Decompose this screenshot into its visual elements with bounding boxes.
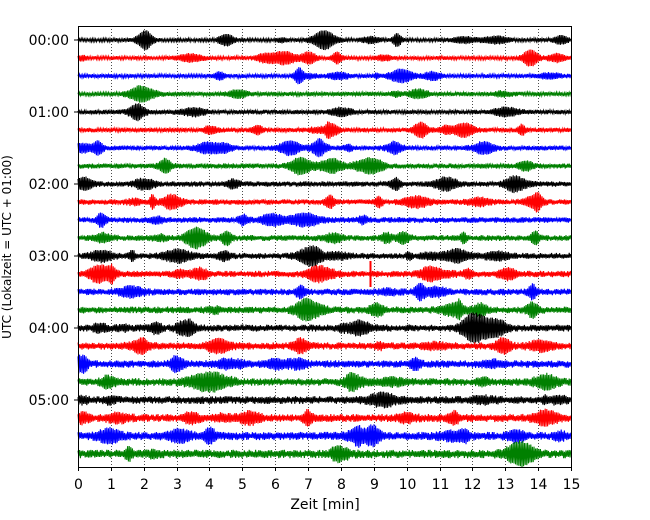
- seismogram-trace: [77, 282, 572, 302]
- x-tick-label: 15: [563, 477, 581, 493]
- x-tick-label: 6: [271, 477, 280, 493]
- x-tick-label: 5: [238, 477, 247, 493]
- seismogram-trace: [77, 424, 572, 448]
- seismogram-trace: [77, 440, 572, 468]
- y-axis-ticks: 00:00 01:00 02:00 03:00 04:00 05:00: [29, 33, 78, 409]
- seismogram-trace: [77, 67, 572, 85]
- seismogram-trace: [77, 175, 572, 194]
- seismogram-trace: [77, 245, 572, 267]
- seismogram-trace: [77, 297, 572, 322]
- x-tick-label: 13: [497, 477, 515, 493]
- x-tick-label: 3: [173, 477, 182, 493]
- seismogram-trace: [77, 85, 572, 103]
- seismogram-trace: [77, 312, 572, 344]
- x-tick-label: 10: [399, 477, 417, 493]
- y-tick-label: 00:00: [29, 33, 69, 49]
- x-tick-label: 1: [107, 477, 116, 493]
- seismogram-trace: [77, 49, 572, 67]
- x-tick-label: 11: [432, 477, 450, 493]
- x-tick-label: 2: [140, 477, 149, 493]
- seismogram-trace: [77, 337, 572, 356]
- seismogram-traces: [77, 30, 572, 468]
- seismogram-trace: [77, 192, 572, 213]
- seismogram-trace: [77, 371, 572, 393]
- seismogram-trace: [77, 103, 572, 122]
- x-tick-label: 7: [304, 477, 313, 493]
- y-tick-label: 03:00: [29, 249, 69, 265]
- y-tick-label: 01:00: [29, 105, 69, 121]
- x-tick-label: 0: [74, 477, 83, 493]
- x-axis-ticks: 0 1 2 3 4 5 6 7 8 9 10 11 12 13 14 15: [74, 467, 580, 493]
- x-tick-label: 14: [530, 477, 548, 493]
- seismogram-trace: [77, 408, 572, 427]
- seismogram-trace: [77, 391, 572, 409]
- seismogram-trace: [77, 156, 572, 176]
- seismogram-trace: [77, 30, 572, 51]
- y-tick-label: 05:00: [29, 393, 69, 409]
- x-tick-label: 9: [370, 477, 379, 493]
- seismogram-trace: [77, 121, 572, 139]
- seismogram-trace: [77, 263, 572, 285]
- seismogram-trace: [77, 212, 572, 228]
- plot-frame: [78, 26, 572, 468]
- y-axis-label: UTC (Lokalzeit = UTC + 01:00): [0, 155, 14, 339]
- x-tick-label: 4: [205, 477, 214, 493]
- y-tick-label: 02:00: [29, 177, 69, 193]
- seismogram-trace: [77, 354, 572, 374]
- x-axis-label: Zeit [min]: [290, 497, 359, 513]
- y-tick-label: 04:00: [29, 321, 69, 337]
- x-tick-label: 8: [337, 477, 346, 493]
- seismogram-trace: [77, 138, 572, 158]
- x-tick-label: 12: [464, 477, 482, 493]
- seismogram-trace: [77, 226, 572, 250]
